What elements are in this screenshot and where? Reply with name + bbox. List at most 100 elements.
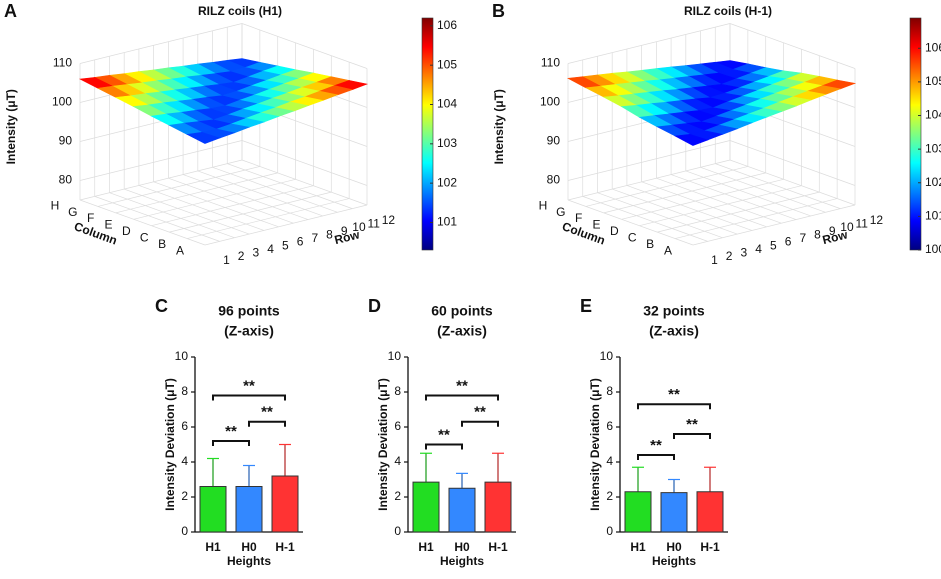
z-tick-label: 90 xyxy=(59,134,73,148)
floor-grid-line xyxy=(151,185,314,227)
colorbar-tick-label: 105 xyxy=(925,74,941,88)
panel-label: E xyxy=(580,296,592,316)
chart-title: 96 points xyxy=(218,303,280,319)
z-axis-label: Intensity (μT) xyxy=(492,89,506,164)
significance-bracket xyxy=(637,454,675,460)
colorbar-tick-label: 102 xyxy=(437,175,457,189)
y-tick-label: 2 xyxy=(181,489,188,503)
x-tick-label: H0 xyxy=(666,540,682,554)
row-tick-label: 11 xyxy=(855,217,868,231)
y-tick-label: 8 xyxy=(606,384,613,398)
floor-grid-line xyxy=(612,188,738,235)
surface xyxy=(78,58,369,144)
floor-grid-line xyxy=(626,185,753,231)
row-tick-label: 9 xyxy=(341,224,348,238)
x-axis-label: Heights xyxy=(652,554,696,568)
floor-grid-line xyxy=(670,174,797,220)
significance-label: ** xyxy=(686,416,698,433)
column-tick-label: E xyxy=(105,218,113,232)
colorbar-tick-label: 104 xyxy=(437,97,457,111)
floor-grid-line xyxy=(97,166,260,207)
row-tick-label: 4 xyxy=(755,242,762,256)
chart-title: RILZ coils (H1) xyxy=(198,4,282,18)
significance-bracket xyxy=(673,433,711,439)
floor-grid-line xyxy=(204,204,368,246)
row-tick-label: 1 xyxy=(711,253,718,267)
chart-title: 32 points xyxy=(643,303,705,319)
column-tick-label: G xyxy=(556,205,565,219)
y-tick-label: 10 xyxy=(600,349,614,363)
significance-label: ** xyxy=(225,423,237,440)
row-tick-label: 9 xyxy=(829,224,836,238)
floor-grid-line xyxy=(603,172,766,214)
x-axis-label: Heights xyxy=(440,554,484,568)
x-tick-label: H1 xyxy=(630,540,646,554)
grid-line xyxy=(567,23,731,64)
significance-label: ** xyxy=(456,377,468,394)
colorbar-tick-label: 103 xyxy=(437,136,457,150)
x-tick-label: H0 xyxy=(454,540,470,554)
row-tick-label: 6 xyxy=(785,235,792,249)
significance-bracket xyxy=(425,394,499,401)
column-tick-label: C xyxy=(140,230,149,244)
y-tick-label: 0 xyxy=(394,524,401,538)
floor-grid-line xyxy=(692,204,856,246)
grid-line xyxy=(729,23,856,69)
significance-label: ** xyxy=(243,377,255,394)
significance-label: ** xyxy=(650,437,662,454)
row-tick-label: 3 xyxy=(741,246,748,260)
column-tick-label: B xyxy=(158,237,166,251)
row-tick-label: 10 xyxy=(840,220,854,234)
z-tick-label: 100 xyxy=(540,95,560,109)
floor-grid-line xyxy=(212,166,338,213)
chart-title: 60 points xyxy=(431,303,493,319)
y-tick-label: 6 xyxy=(606,419,613,433)
x-axis-label: Heights xyxy=(227,554,271,568)
colorbar-tick-label: 105 xyxy=(437,57,457,71)
x-tick-label: H-1 xyxy=(700,540,720,554)
colorbar-tick-label: 103 xyxy=(925,141,941,155)
row-tick-label: 8 xyxy=(814,227,821,241)
floor-grid-line xyxy=(582,196,708,242)
column-tick-label: H xyxy=(539,198,548,212)
y-tick-label: 6 xyxy=(394,419,401,433)
colorbar-tick-label: 106 xyxy=(437,18,457,32)
significance-bracket xyxy=(637,403,711,410)
z-tick-label: 80 xyxy=(547,173,561,187)
grid-line xyxy=(241,23,368,69)
y-tick-label: 4 xyxy=(394,454,401,468)
floor-grid-line xyxy=(138,185,265,231)
row-tick-label: 10 xyxy=(352,220,366,234)
row-tick-label: 2 xyxy=(726,249,733,263)
bar xyxy=(235,486,263,533)
row-tick-label: 5 xyxy=(282,238,289,252)
significance-label: ** xyxy=(668,386,680,403)
z-tick-label: 110 xyxy=(541,56,560,70)
bar xyxy=(412,481,440,533)
chart-title: RILZ coils (H-1) xyxy=(684,4,772,18)
row-tick-label: 7 xyxy=(311,231,318,245)
row-tick-label: 11 xyxy=(367,217,380,231)
floor-grid-line xyxy=(700,166,826,213)
significance-label: ** xyxy=(261,404,273,421)
y-tick-label: 4 xyxy=(606,454,613,468)
panel-label: C xyxy=(155,296,168,316)
floor-grid-line xyxy=(657,191,820,233)
significance-bracket xyxy=(425,443,463,450)
floor-grid-line xyxy=(621,178,784,220)
floor-grid-line xyxy=(567,199,694,246)
floor-grid-line xyxy=(182,174,309,220)
bar xyxy=(696,491,724,533)
y-tick-label: 6 xyxy=(181,419,188,433)
row-tick-label: 8 xyxy=(326,227,333,241)
column-tick-label: H xyxy=(51,198,60,212)
floor-grid-line xyxy=(197,170,323,217)
axes-box xyxy=(567,23,856,246)
panel-label: B xyxy=(492,1,505,21)
floor-grid-line xyxy=(168,177,294,224)
column-tick-label: D xyxy=(610,224,619,238)
significance-bracket xyxy=(248,420,286,427)
floor-grid-line xyxy=(715,163,841,209)
floor-grid-line xyxy=(79,159,243,201)
